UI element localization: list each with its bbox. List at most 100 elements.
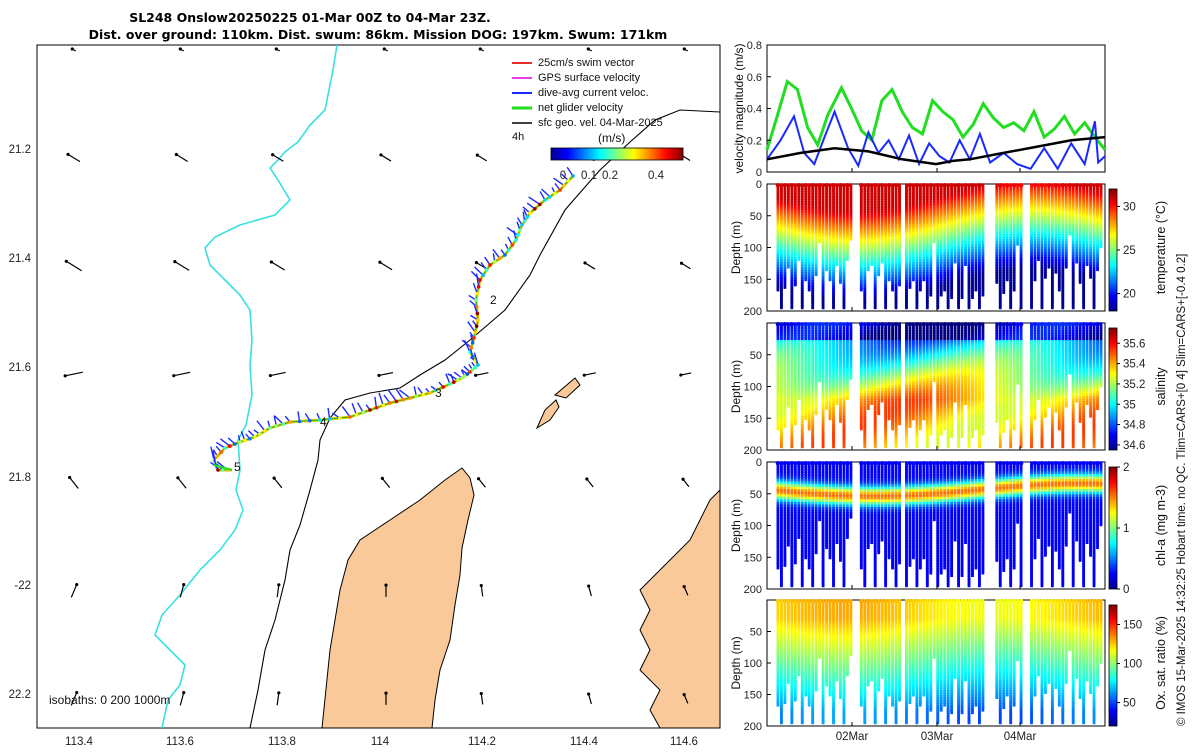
track-point bbox=[401, 398, 405, 402]
track-point bbox=[415, 395, 419, 399]
map-yticks: 21.2 21.4 21.6 21.8 -22 22.2 bbox=[9, 144, 32, 701]
section-cell bbox=[787, 404, 790, 408]
section-cell bbox=[794, 282, 797, 286]
track-point bbox=[528, 211, 532, 215]
section-cell bbox=[968, 305, 971, 309]
track-point bbox=[428, 391, 432, 395]
section-surface-dot bbox=[817, 183, 821, 187]
section-cell bbox=[797, 257, 800, 261]
track-point bbox=[567, 179, 571, 183]
section-cell bbox=[811, 444, 814, 448]
geo-arrow-head bbox=[384, 584, 387, 587]
colorbar-label: temperature (°C) bbox=[1154, 201, 1168, 294]
section-cell bbox=[1089, 275, 1092, 279]
section-surface-dot bbox=[1012, 183, 1016, 187]
velocity-ytick-label: 0.4 bbox=[747, 104, 762, 116]
geo-arrow-head bbox=[475, 261, 478, 264]
geo-arrow-head bbox=[71, 47, 74, 50]
track-point bbox=[472, 336, 476, 340]
section-cell bbox=[808, 426, 811, 430]
geo-arrow-head bbox=[182, 691, 185, 694]
section-ytick-label: 150 bbox=[744, 274, 762, 286]
section-cell bbox=[933, 239, 936, 243]
section-surface-dot bbox=[970, 183, 974, 187]
track-point bbox=[548, 195, 552, 199]
section-surface-dot bbox=[1054, 183, 1058, 187]
section-cell bbox=[790, 305, 793, 309]
section-cell bbox=[1061, 305, 1064, 309]
track-point bbox=[476, 318, 480, 322]
section-cell bbox=[957, 305, 960, 309]
section-surface-dot bbox=[887, 183, 891, 187]
section-surface-dot bbox=[977, 183, 981, 187]
section-cell bbox=[804, 416, 807, 420]
track-point bbox=[308, 419, 312, 423]
track-point bbox=[375, 406, 379, 410]
geo-arrow-head bbox=[65, 260, 68, 263]
section-cell bbox=[825, 267, 828, 271]
track-point bbox=[361, 411, 365, 415]
section-cell bbox=[1068, 232, 1071, 236]
track-point bbox=[507, 248, 511, 252]
geo-arrow-head bbox=[64, 374, 67, 377]
track-point bbox=[510, 243, 514, 247]
track-point bbox=[476, 363, 480, 367]
geo-arrow-head bbox=[377, 374, 380, 377]
section-cell bbox=[783, 424, 786, 428]
section-ylabel: Depth (m) bbox=[729, 221, 743, 274]
section-surface-dot bbox=[783, 183, 787, 187]
track-point bbox=[368, 408, 372, 412]
section-cell bbox=[884, 305, 887, 309]
section-frame bbox=[767, 184, 1105, 311]
section-cell bbox=[849, 237, 852, 241]
section-cell bbox=[843, 305, 846, 309]
section-cell bbox=[1016, 242, 1019, 246]
section-surface-dot bbox=[1081, 183, 1085, 187]
section-surface-dot bbox=[894, 183, 898, 187]
section-surface-dot bbox=[838, 183, 842, 187]
section-cell bbox=[825, 406, 828, 410]
geo-arrow-head bbox=[480, 692, 483, 695]
section-cell bbox=[1047, 265, 1050, 269]
section-cell bbox=[808, 287, 811, 291]
section-surface-dot bbox=[797, 322, 801, 326]
section-surface-dot bbox=[845, 322, 849, 326]
geo-arrow-head bbox=[585, 477, 588, 480]
track-point bbox=[562, 184, 566, 188]
track-point bbox=[475, 292, 479, 296]
colorbar-tick-label: 30 bbox=[1123, 201, 1136, 213]
track-point bbox=[395, 400, 399, 404]
section-cell bbox=[1009, 305, 1012, 309]
section-surface-dot bbox=[880, 183, 884, 187]
y-tick: 21.8 bbox=[9, 472, 31, 484]
section-surface-dot bbox=[873, 183, 877, 187]
section-cell bbox=[950, 295, 953, 299]
section-surface-dot bbox=[824, 322, 828, 326]
section-cell bbox=[867, 406, 870, 410]
section-surface-dot bbox=[1068, 183, 1072, 187]
section-cell bbox=[794, 421, 797, 425]
day-marker: 2 bbox=[490, 293, 497, 307]
section-surface-dot bbox=[817, 322, 821, 326]
map-colorbar-tick: 0.2 bbox=[602, 170, 618, 182]
section-cell bbox=[1013, 287, 1016, 291]
section-cell bbox=[804, 277, 807, 281]
section-ytick-label: 200 bbox=[744, 306, 762, 318]
track-point bbox=[469, 346, 473, 350]
section-cell bbox=[849, 376, 852, 380]
section-cell bbox=[891, 287, 894, 291]
track-point bbox=[456, 378, 460, 382]
geo-arrow-head bbox=[587, 584, 590, 587]
section-cell bbox=[870, 401, 873, 405]
section-cell bbox=[1058, 287, 1061, 291]
geo-arrow-head bbox=[474, 374, 477, 377]
section-cell bbox=[971, 295, 974, 299]
section-cell bbox=[1002, 290, 1005, 294]
track-point bbox=[216, 454, 220, 458]
section-surface-dot bbox=[1095, 183, 1099, 187]
track-point bbox=[452, 380, 456, 384]
section-surface-dot bbox=[929, 183, 933, 187]
geo-arrow-head bbox=[479, 47, 482, 50]
section-cell bbox=[843, 444, 846, 448]
